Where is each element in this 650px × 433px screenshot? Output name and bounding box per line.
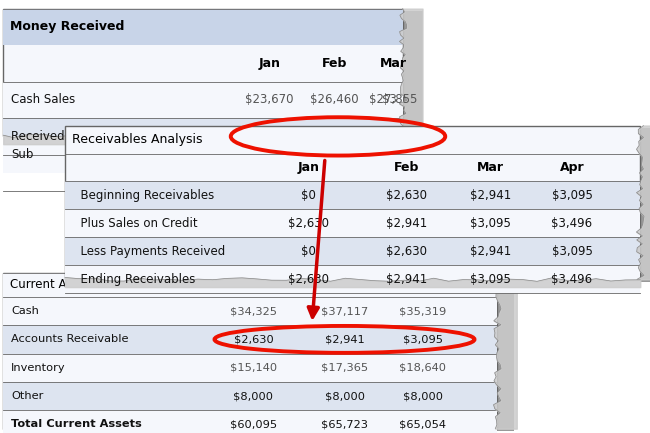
Text: Sub: Sub xyxy=(11,148,33,161)
Text: $17,365: $17,365 xyxy=(321,363,368,373)
Text: $2,630: $2,630 xyxy=(385,245,427,258)
Bar xyxy=(3,273,497,297)
Text: $8,000: $8,000 xyxy=(402,391,443,401)
Text: Less Payments Received: Less Payments Received xyxy=(73,245,225,258)
Text: $3,095: $3,095 xyxy=(552,245,592,258)
Text: $2,630: $2,630 xyxy=(314,130,356,143)
Bar xyxy=(3,410,497,433)
Text: Jan: Jan xyxy=(259,57,281,70)
Bar xyxy=(7,275,514,431)
Text: Receivables Analysis: Receivables Analysis xyxy=(72,133,202,146)
Bar xyxy=(3,297,497,325)
Text: $23,670: $23,670 xyxy=(246,94,294,107)
Text: $18,640: $18,640 xyxy=(399,363,446,373)
Text: $35,319: $35,319 xyxy=(399,306,446,316)
Text: $0: $0 xyxy=(302,245,316,258)
Text: Total Current Assets: Total Current Assets xyxy=(11,420,142,430)
Text: $26,460: $26,460 xyxy=(311,94,359,107)
Bar xyxy=(3,273,497,429)
Text: Cash Sales: Cash Sales xyxy=(11,94,75,107)
Bar xyxy=(3,82,403,118)
Text: Feb: Feb xyxy=(393,161,419,174)
Text: Inventory: Inventory xyxy=(11,363,66,373)
Bar xyxy=(65,181,640,210)
Text: Plus Sales on Credit: Plus Sales on Credit xyxy=(73,217,198,230)
Text: $3,496: $3,496 xyxy=(551,217,593,230)
Text: Cash: Cash xyxy=(11,306,39,316)
Text: $0: $0 xyxy=(302,189,316,202)
Text: $2,630: $2,630 xyxy=(385,189,427,202)
Text: Other: Other xyxy=(11,391,44,401)
Text: Beginning Receivables: Beginning Receivables xyxy=(73,189,214,202)
Bar xyxy=(65,126,640,279)
Text: $27,855: $27,855 xyxy=(369,94,417,107)
Bar xyxy=(3,136,83,173)
Bar xyxy=(69,128,650,282)
Text: Current Assets: Current Assets xyxy=(10,278,97,291)
Text: $65,054: $65,054 xyxy=(399,420,446,430)
Text: $37,117: $37,117 xyxy=(321,306,368,316)
Text: $34,325: $34,325 xyxy=(230,306,277,316)
Text: $2,630: $2,630 xyxy=(288,217,330,230)
Text: Mar: Mar xyxy=(477,161,504,174)
Bar xyxy=(3,9,403,136)
Text: $8,000: $8,000 xyxy=(233,391,274,401)
Text: $15,140: $15,140 xyxy=(230,363,277,373)
Bar xyxy=(3,9,403,45)
Bar xyxy=(7,11,423,139)
Text: $3,095: $3,095 xyxy=(471,217,511,230)
Text: Received from AR: Received from AR xyxy=(11,130,116,143)
Bar xyxy=(65,210,640,237)
Text: Accounts Receivable: Accounts Receivable xyxy=(11,334,129,344)
Text: $65,723: $65,723 xyxy=(321,420,368,430)
Text: $2,941: $2,941 xyxy=(324,334,365,344)
Bar xyxy=(3,325,497,354)
Text: $8,000: $8,000 xyxy=(324,391,365,401)
Text: $2,941: $2,941 xyxy=(372,130,414,143)
Text: $0: $0 xyxy=(263,130,277,143)
Text: $3,095: $3,095 xyxy=(552,189,592,202)
Text: Feb: Feb xyxy=(322,57,348,70)
Text: $3,496: $3,496 xyxy=(551,273,593,286)
Text: $2,941: $2,941 xyxy=(470,189,512,202)
Bar xyxy=(3,118,403,155)
Text: Money Received: Money Received xyxy=(10,20,124,33)
Text: $2,630: $2,630 xyxy=(288,273,330,286)
Bar xyxy=(65,265,640,293)
Text: Ending Receivables: Ending Receivables xyxy=(73,273,195,286)
Bar xyxy=(3,382,497,410)
Text: $3: $3 xyxy=(382,94,396,107)
Text: $2,941: $2,941 xyxy=(385,273,427,286)
Bar xyxy=(3,354,497,382)
Text: $2,630: $2,630 xyxy=(233,334,274,344)
Text: $2,941: $2,941 xyxy=(470,245,512,258)
Text: $3,095: $3,095 xyxy=(402,334,443,344)
Text: Apr: Apr xyxy=(560,161,584,174)
Text: Jan: Jan xyxy=(298,161,320,174)
Text: Mar: Mar xyxy=(380,57,407,70)
Text: $3,095: $3,095 xyxy=(471,273,511,286)
Text: $60,095: $60,095 xyxy=(230,420,277,430)
Bar xyxy=(65,237,640,265)
Text: $2,941: $2,941 xyxy=(385,217,427,230)
